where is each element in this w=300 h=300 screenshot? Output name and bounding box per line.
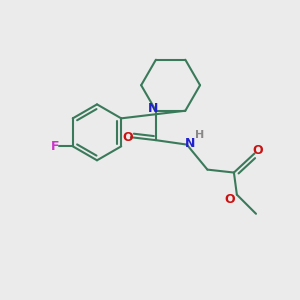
Text: O: O bbox=[253, 144, 263, 157]
Text: H: H bbox=[194, 130, 204, 140]
Text: N: N bbox=[184, 136, 195, 150]
Text: O: O bbox=[224, 193, 235, 206]
Text: O: O bbox=[122, 131, 133, 144]
Text: N: N bbox=[148, 102, 159, 115]
Text: F: F bbox=[51, 140, 59, 153]
